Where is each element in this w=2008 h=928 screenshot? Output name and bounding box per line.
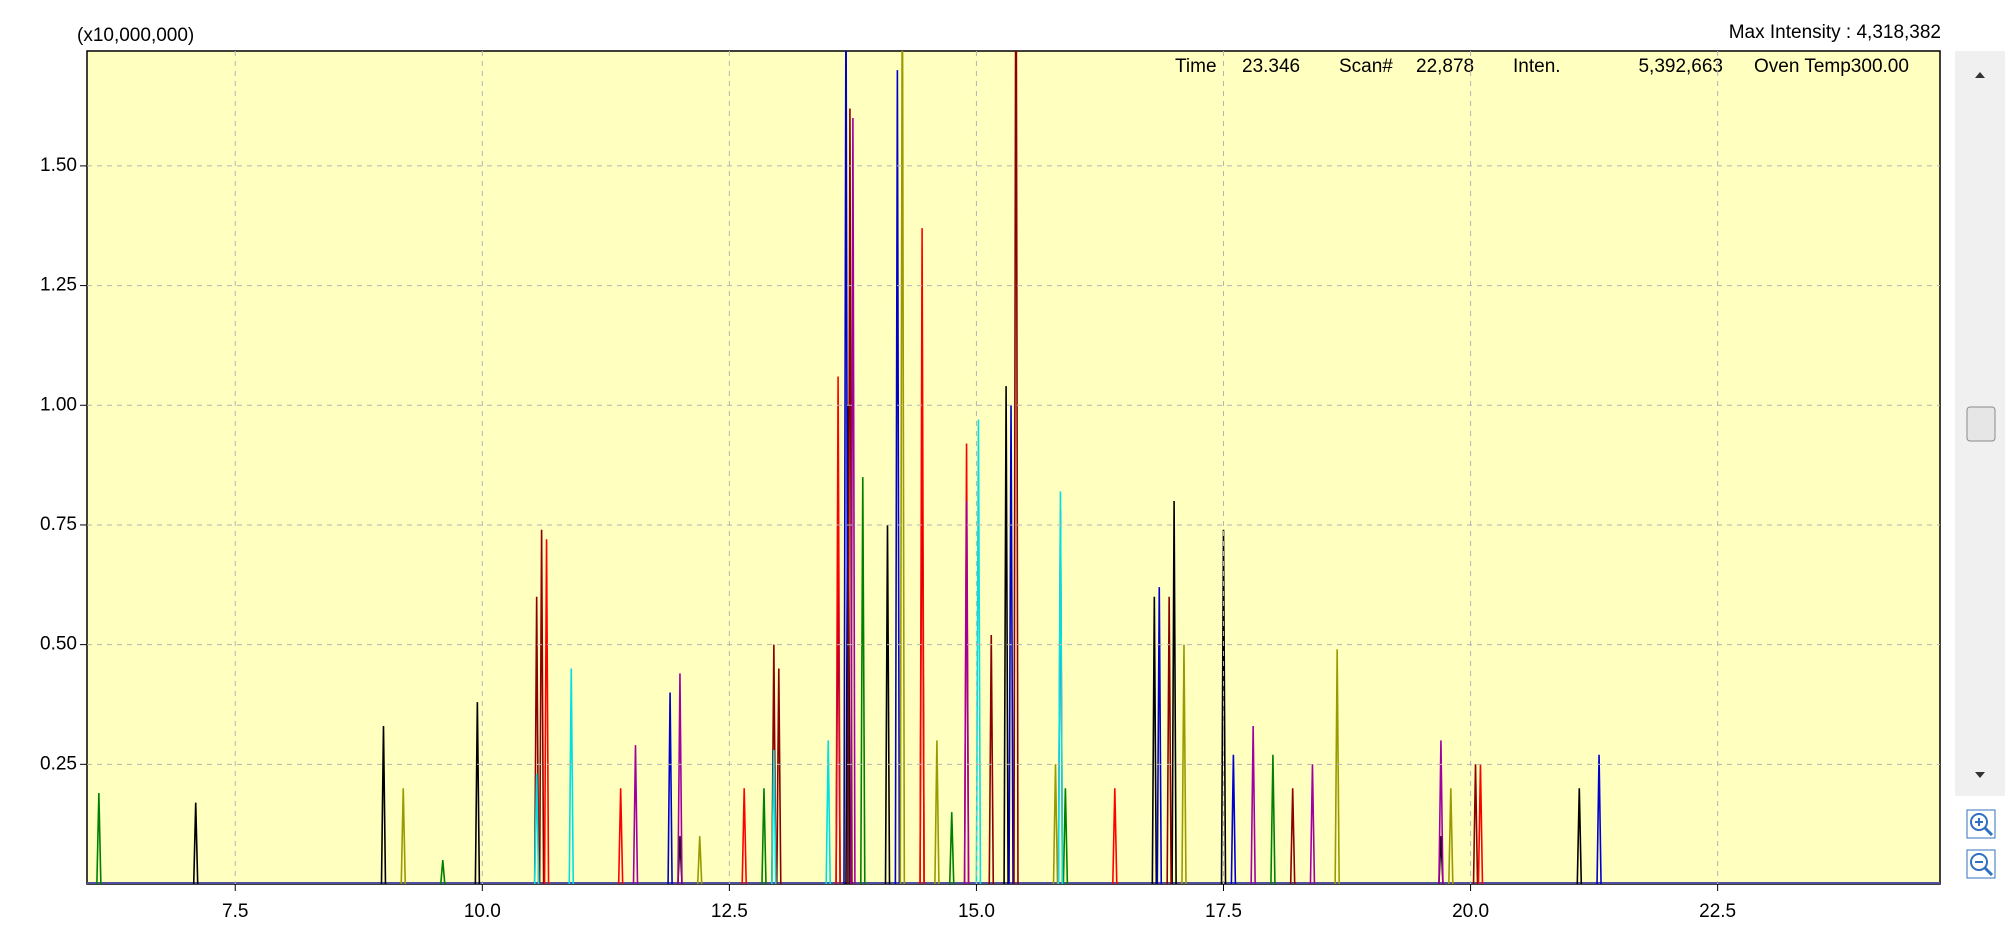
peak (1289, 788, 1296, 884)
x-tick-label: 20.0 (1452, 901, 1489, 922)
peak (775, 668, 782, 884)
peak (632, 745, 639, 884)
peak (899, 51, 906, 884)
peak (771, 749, 777, 884)
peak (1062, 788, 1069, 884)
peak (1112, 788, 1118, 884)
peak (96, 793, 102, 884)
peak (1270, 754, 1276, 884)
status-time: 23.346 (1242, 56, 1300, 77)
peak (1052, 764, 1059, 884)
peak (894, 70, 901, 884)
peak (1309, 764, 1316, 884)
peak (843, 51, 849, 884)
peak (1057, 491, 1064, 884)
peak (474, 702, 481, 884)
peak (1181, 644, 1187, 884)
peak (761, 788, 767, 884)
peak (400, 788, 407, 884)
x-tick-label: 10.0 (464, 901, 501, 922)
peak (825, 740, 831, 884)
scroll-thumb[interactable] (1966, 406, 1996, 442)
peak (1220, 529, 1227, 884)
peak (1596, 754, 1602, 884)
status-time-label: Time (1175, 56, 1217, 77)
x-tick-label: 17.5 (1205, 901, 1242, 922)
peak (1171, 501, 1177, 884)
peak (975, 419, 982, 884)
peak (1334, 649, 1340, 884)
max-intensity: Max Intensity : 4,318,382 (1729, 22, 1941, 43)
peak (741, 788, 747, 884)
y-tick-label: 0.25 (40, 753, 77, 774)
zoom-in[interactable] (1966, 809, 1996, 839)
y-tick-label: 0.50 (40, 634, 77, 655)
peak (835, 376, 841, 884)
x-tick-label: 15.0 (958, 901, 995, 922)
status-oven: Oven Temp300.00 (1754, 56, 1909, 77)
status-scan-label: Scan# (1339, 56, 1393, 77)
scroll-down[interactable] (1975, 772, 1985, 778)
peak (543, 539, 550, 884)
y-tick-label: 1.00 (40, 394, 77, 415)
y-multiplier: (x10,000,000) (77, 25, 194, 46)
zoom-out[interactable] (1966, 849, 1996, 879)
status-inten: 5,392,663 (1638, 56, 1723, 77)
status-scan: 22,878 (1416, 56, 1474, 77)
peak (677, 673, 683, 884)
peak (1576, 788, 1583, 884)
peak (1013, 51, 1019, 884)
peak (192, 802, 199, 884)
traces (87, 51, 1940, 884)
peak (919, 228, 925, 884)
y-tick-label: 1.50 (40, 155, 77, 176)
peak (1003, 386, 1009, 884)
peak (859, 477, 866, 884)
peak (667, 692, 673, 884)
peak (988, 635, 995, 884)
peak (1151, 596, 1158, 884)
peak (850, 118, 856, 884)
status-inten-label: Inten. (1513, 56, 1561, 77)
peak (696, 836, 703, 884)
peak (533, 596, 540, 884)
y-tick-label: 0.75 (40, 514, 77, 535)
peak (1448, 788, 1454, 884)
peak (1438, 740, 1444, 884)
x-tick-label: 22.5 (1699, 901, 1736, 922)
peak (1166, 596, 1172, 884)
peak (1230, 754, 1237, 884)
peak (1156, 587, 1163, 884)
scroll-up[interactable] (1975, 72, 1985, 78)
peak (568, 668, 575, 884)
peak (948, 812, 955, 884)
peak (617, 788, 624, 884)
peak (380, 726, 387, 884)
peak (533, 773, 540, 884)
peak (538, 529, 545, 884)
peak (1250, 726, 1256, 884)
x-tick-label: 7.5 (222, 901, 248, 922)
peak (934, 740, 940, 884)
peak (439, 859, 446, 884)
peak (963, 501, 970, 884)
y-tick-label: 1.25 (40, 275, 77, 296)
peak (1472, 764, 1479, 884)
x-tick-label: 12.5 (711, 901, 748, 922)
